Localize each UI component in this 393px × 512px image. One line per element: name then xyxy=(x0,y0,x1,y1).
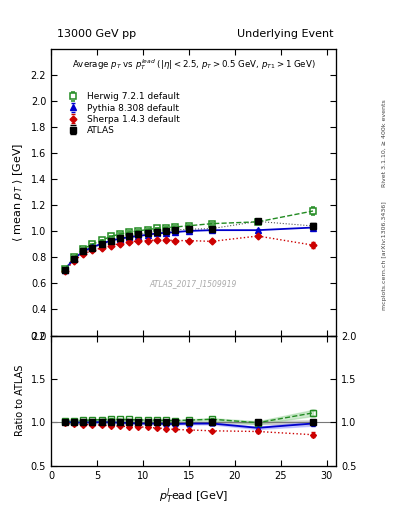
Text: Rivet 3.1.10, ≥ 400k events: Rivet 3.1.10, ≥ 400k events xyxy=(382,99,387,187)
Legend: Herwig 7.2.1 default, Pythia 8.308 default, Sherpa 1.4.3 default, ATLAS: Herwig 7.2.1 default, Pythia 8.308 defau… xyxy=(61,91,181,137)
Text: mcplots.cern.ch [arXiv:1306.3436]: mcplots.cern.ch [arXiv:1306.3436] xyxy=(382,202,387,310)
X-axis label: $p_T^l$ead [GeV]: $p_T^l$ead [GeV] xyxy=(159,486,228,506)
Y-axis label: Ratio to ATLAS: Ratio to ATLAS xyxy=(15,365,25,436)
Y-axis label: $\langle$ mean $p_T$ $\rangle$ [GeV]: $\langle$ mean $p_T$ $\rangle$ [GeV] xyxy=(11,142,25,242)
Text: ATLAS_2017_I1509919: ATLAS_2017_I1509919 xyxy=(150,280,237,288)
Text: Underlying Event: Underlying Event xyxy=(237,29,333,39)
Text: 13000 GeV pp: 13000 GeV pp xyxy=(57,29,136,39)
Text: Average $p_T$ vs $p_T^{lead}$ ($|\eta| < 2.5$, $p_T > 0.5$ GeV, $p_{T1} > 1$ GeV: Average $p_T$ vs $p_T^{lead}$ ($|\eta| <… xyxy=(72,57,316,72)
